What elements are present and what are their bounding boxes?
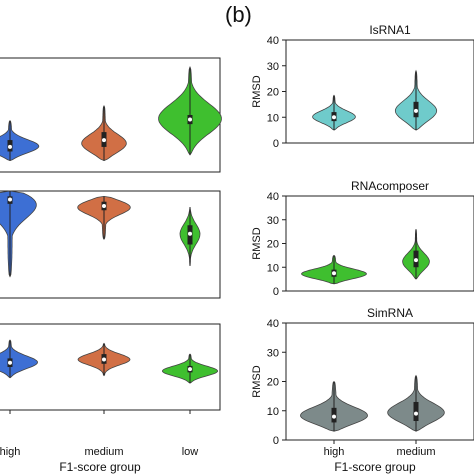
violin-median <box>414 258 418 263</box>
violin-median <box>102 203 106 208</box>
axes-frame <box>285 39 474 144</box>
y-tick-label: 0 <box>273 435 279 447</box>
violin-median <box>8 197 12 202</box>
y-tick-label: 40 <box>267 318 279 330</box>
violin-median <box>188 367 192 372</box>
x-tick-label: medium <box>84 446 123 458</box>
y-axis-label: RMSD <box>251 227 263 259</box>
y-tick-label: 20 <box>267 87 279 99</box>
panel-b-middle: 0 10 20 30 40 RMSD RNAcomposer <box>251 179 474 298</box>
y-tick-label: 40 <box>267 191 279 203</box>
y-axis-label: RMSD <box>251 365 263 397</box>
panel-b-label: (b) <box>225 2 252 27</box>
violin-median <box>332 115 336 120</box>
panel-title: SimRNA <box>367 306 413 320</box>
violin-median <box>332 414 336 419</box>
violin-median <box>188 231 192 236</box>
x-tick-label: high <box>0 446 20 458</box>
violin-median <box>102 138 106 143</box>
y-tick-label: 10 <box>267 406 279 418</box>
y-tick-label: 20 <box>267 239 279 251</box>
panel-a-top <box>0 57 222 173</box>
panel-b-top: 0 10 20 30 40 RMSD IsRNA1 <box>251 23 474 150</box>
axes-frame <box>0 323 221 411</box>
violin-high <box>0 120 40 162</box>
violin-high <box>0 339 38 379</box>
violin-median <box>414 411 418 416</box>
x-tick-label: low <box>182 446 199 458</box>
y-tick-label: 10 <box>267 112 279 124</box>
x-tick-label: medium <box>396 446 435 458</box>
y-tick-label: 40 <box>267 35 279 47</box>
violin-median <box>8 360 12 365</box>
y-tick-label: 20 <box>267 377 279 389</box>
axes-frame <box>0 190 221 299</box>
violin-median <box>102 357 106 362</box>
y-axis-label: RMSD <box>251 75 263 107</box>
violin-high <box>0 190 37 278</box>
panel-title: RNAcomposer <box>351 179 429 193</box>
panel-b-bottom: 0 10 20 30 40 RMSD SimRNA high medium F1-score gr… <box>251 306 474 474</box>
violin-median <box>332 271 336 276</box>
violin-median <box>8 144 12 149</box>
y-tick-label: 30 <box>267 215 279 227</box>
x-axis-label: F1-score group <box>334 460 416 474</box>
y-tick-label: 30 <box>267 347 279 359</box>
y-tick-label: 30 <box>267 61 279 73</box>
x-axis-label: F1-score group <box>59 460 141 474</box>
panel-a-middle <box>0 190 221 299</box>
violin-median <box>414 108 418 113</box>
panel-a-bottom: high medium low F1-score group <box>0 323 221 474</box>
panel-title: IsRNA1 <box>369 23 411 37</box>
y-tick-label: 10 <box>267 262 279 274</box>
y-tick-label: 0 <box>273 286 279 298</box>
violin-median <box>188 117 192 122</box>
violin-iqr-box <box>413 401 419 421</box>
x-tick-label: high <box>324 446 345 458</box>
y-tick-label: 0 <box>273 138 279 150</box>
